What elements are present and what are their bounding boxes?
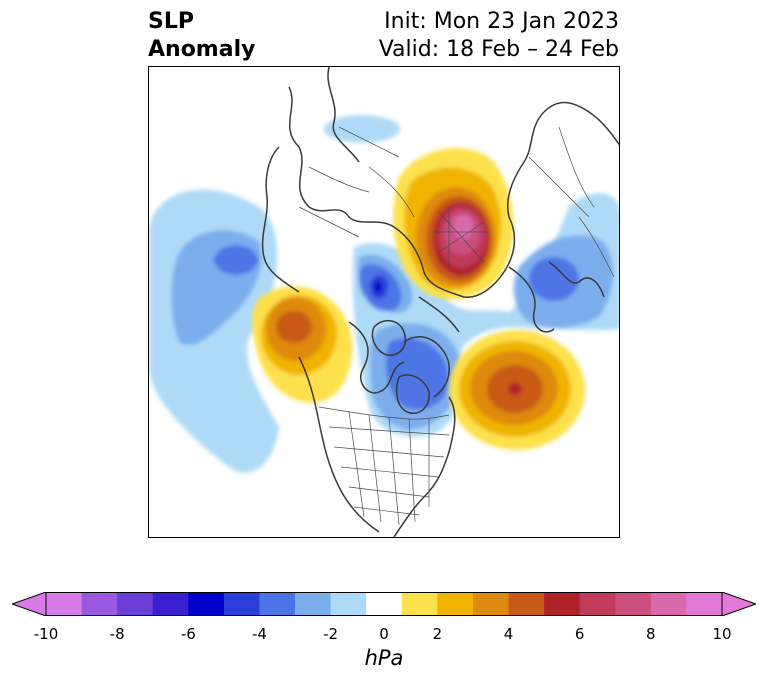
colorbar-tick-label: 0: [379, 625, 389, 643]
coastlines: [261, 67, 619, 537]
colorbar-segment: [81, 592, 118, 616]
colorbar-segment: [117, 592, 154, 616]
colorbar-segment: [615, 592, 652, 616]
anomaly-europe-core: [529, 257, 579, 301]
colorbar-outline: [45, 592, 723, 616]
anomaly-map: [148, 66, 620, 538]
colorbar-over-arrow: [721, 592, 756, 616]
colorbar-tick-label: 6: [574, 625, 585, 643]
colorbar-segment: [650, 592, 687, 616]
colorbar-unit-label: hPa: [364, 646, 404, 670]
colorbar-segment: [686, 592, 723, 616]
anomaly-arctic-deepest: [374, 281, 382, 293]
title-line-1: SLP: [148, 9, 194, 34]
colorbar-segment: [579, 592, 616, 616]
colorbar-tick-label: 4: [503, 625, 514, 643]
borders: [298, 126, 615, 526]
colorbar-segment: [188, 592, 225, 616]
colorbar-segment: [152, 592, 189, 616]
colorbar-segment: [508, 592, 545, 616]
anomaly-hudson-core: [385, 338, 449, 410]
colorbar-tick-label: -4: [251, 625, 267, 643]
colorbar-tick-label: -6: [180, 625, 196, 643]
plot-title: SLP Anomaly: [148, 8, 255, 64]
title-line-2: Anomaly: [148, 37, 256, 62]
anomaly-top-light: [324, 115, 400, 143]
colorbar: [12, 592, 756, 616]
colorbar-under-arrow: [12, 592, 47, 616]
colorbar-segment: [544, 592, 581, 616]
colorbar-tick-label: -10: [33, 625, 59, 643]
colorbar-segment: [401, 592, 438, 616]
colorbar-segment: [366, 592, 403, 616]
colorbar-segment: [259, 592, 296, 616]
anomaly-atlantic-l5: [508, 383, 522, 395]
colorbar-tick-label: 10: [712, 625, 732, 643]
map-svg: [149, 67, 619, 537]
colorbar-segment: [46, 592, 83, 616]
init-date: Init: Mon 23 Jan 2023: [384, 9, 619, 34]
anomaly-alaska-l4: [276, 311, 312, 343]
negative-anomaly-fields: [149, 115, 619, 473]
colorbar-segment: [223, 592, 260, 616]
colorbar-segment: [295, 592, 332, 616]
colorbar-tick-label: 8: [646, 625, 656, 643]
date-info: Init: Mon 23 Jan 2023 Valid: 18 Feb – 24…: [379, 8, 619, 64]
anomaly-siberia-l8: [453, 215, 473, 239]
colorbar-tick-label: -8: [109, 625, 125, 643]
positive-anomaly-fields: [252, 147, 585, 450]
colorbar-tick-label: -2: [323, 625, 339, 643]
colorbar-segment: [472, 592, 510, 616]
anomaly-pacific-core: [214, 245, 258, 275]
colorbar-segment: [437, 592, 474, 616]
valid-dates: Valid: 18 Feb – 24 Feb: [378, 37, 619, 62]
colorbar-tick-label: 2: [432, 625, 443, 643]
colorbar-segment: [330, 592, 367, 616]
